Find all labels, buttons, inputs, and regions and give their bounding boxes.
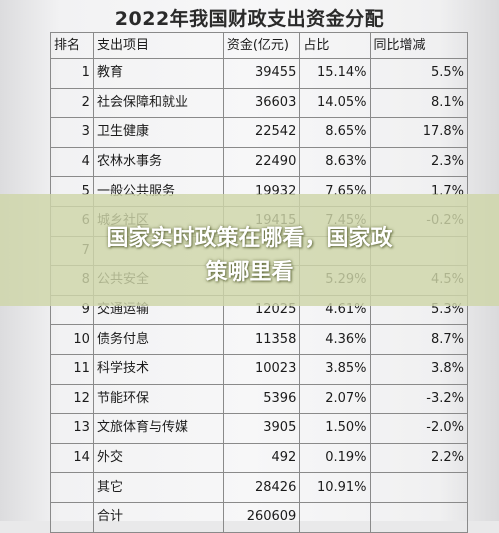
cell-share: 0.19% xyxy=(299,442,371,474)
cell-item: 外交 xyxy=(92,442,224,474)
cell-yoy: 8.7% xyxy=(369,324,469,355)
cell-item: 债务付息 xyxy=(92,324,224,355)
cell-amount: 10023 xyxy=(222,353,301,385)
table-row: 其它 28426 10.91% xyxy=(50,472,469,503)
document-title: 2022年我国财政支出资金分配 xyxy=(114,8,385,30)
cell-share: 3.85% xyxy=(299,353,371,385)
table-row: 3 卫生健康 22542 8.65% 17.8% xyxy=(50,117,469,148)
cell-amount: 492 xyxy=(222,442,301,474)
overlay-headline: 国家实时政策在哪看，国家政 策哪里看 xyxy=(0,222,499,290)
cell-item: 其它 xyxy=(92,472,224,503)
cell-share: 4.36% xyxy=(299,324,371,355)
cell-rank: 3 xyxy=(50,117,94,148)
cell-rank: 12 xyxy=(50,383,94,415)
cell-item: 社会保障和就业 xyxy=(92,87,224,119)
table-row: 14 外交 492 0.19% 2.2% xyxy=(50,442,469,474)
header-amount: 资金(亿元) xyxy=(222,32,301,59)
cell-yoy: 3.8% xyxy=(369,353,469,385)
cell-amount: 260609 xyxy=(222,501,301,533)
table-header-row: 排名 支出项目 资金(亿元) 占比 同比增减 xyxy=(50,32,469,59)
cell-rank: 11 xyxy=(50,353,94,385)
cell-rank xyxy=(50,472,94,503)
table-row: 合计 260609 xyxy=(50,501,469,533)
table-row: 10 债务付息 11358 4.36% 8.7% xyxy=(50,324,469,355)
cell-yoy: 17.8% xyxy=(369,117,469,148)
cell-yoy xyxy=(369,472,469,503)
cell-item: 文旅体育与传媒 xyxy=(92,413,224,444)
cell-yoy: -2.0% xyxy=(369,413,469,444)
cell-share: 10.91% xyxy=(299,472,371,503)
cell-share: 14.05% xyxy=(299,87,371,119)
cell-amount: 36603 xyxy=(222,87,301,119)
cell-yoy xyxy=(369,501,469,533)
cell-yoy: 5.5% xyxy=(369,58,469,89)
cell-yoy: 2.3% xyxy=(369,146,469,178)
cell-rank: 4 xyxy=(50,146,94,178)
cell-amount: 3905 xyxy=(222,413,301,444)
cell-rank: 13 xyxy=(50,413,94,444)
cell-amount: 22490 xyxy=(222,146,301,178)
table-row: 4 农林水事务 22490 8.63% 2.3% xyxy=(50,146,469,178)
table-row: 2 社会保障和就业 36603 14.05% 8.1% xyxy=(50,87,469,119)
cell-amount: 39455 xyxy=(222,58,301,89)
cell-share: 1.50% xyxy=(299,413,371,444)
header-rank: 排名 xyxy=(50,32,94,59)
cell-rank: 14 xyxy=(50,442,94,474)
table-row: 11 科学技术 10023 3.85% 3.8% xyxy=(50,353,469,385)
cell-share: 15.14% xyxy=(299,58,371,89)
cell-rank: 2 xyxy=(50,87,94,119)
overlay-band xyxy=(0,194,499,306)
cell-item: 节能环保 xyxy=(92,383,224,415)
header-share: 占比 xyxy=(299,32,371,59)
cell-amount: 5396 xyxy=(222,383,301,415)
cell-rank: 1 xyxy=(50,58,94,89)
table-row: 1 教育 39455 15.14% 5.5% xyxy=(50,58,469,89)
overlay-line-1: 国家实时政策在哪看，国家政 xyxy=(106,226,393,251)
table-row: 13 文旅体育与传媒 3905 1.50% -2.0% xyxy=(50,413,469,444)
header-item: 支出项目 xyxy=(92,32,224,59)
cell-amount: 11358 xyxy=(222,324,301,355)
header-yoy: 同比增减 xyxy=(369,32,469,59)
cell-amount: 28426 xyxy=(222,472,301,503)
cell-share: 8.65% xyxy=(299,117,371,148)
cell-item: 科学技术 xyxy=(92,353,224,385)
cell-yoy: -3.2% xyxy=(369,383,469,415)
cell-item: 合计 xyxy=(92,501,224,533)
cell-item: 教育 xyxy=(92,58,224,89)
cell-item: 农林水事务 xyxy=(92,146,224,178)
table-row: 12 节能环保 5396 2.07% -3.2% xyxy=(50,383,469,415)
cell-item: 卫生健康 xyxy=(92,117,224,148)
overlay-line-2: 策哪里看 xyxy=(205,260,294,285)
cell-rank: 10 xyxy=(50,324,94,355)
cell-share: 8.63% xyxy=(299,146,371,178)
cell-yoy: 8.1% xyxy=(369,87,469,119)
cell-rank xyxy=(50,501,94,533)
cell-share xyxy=(299,501,371,533)
cell-amount: 22542 xyxy=(222,117,301,148)
cell-share: 2.07% xyxy=(299,383,371,415)
cell-yoy: 2.2% xyxy=(369,442,469,474)
